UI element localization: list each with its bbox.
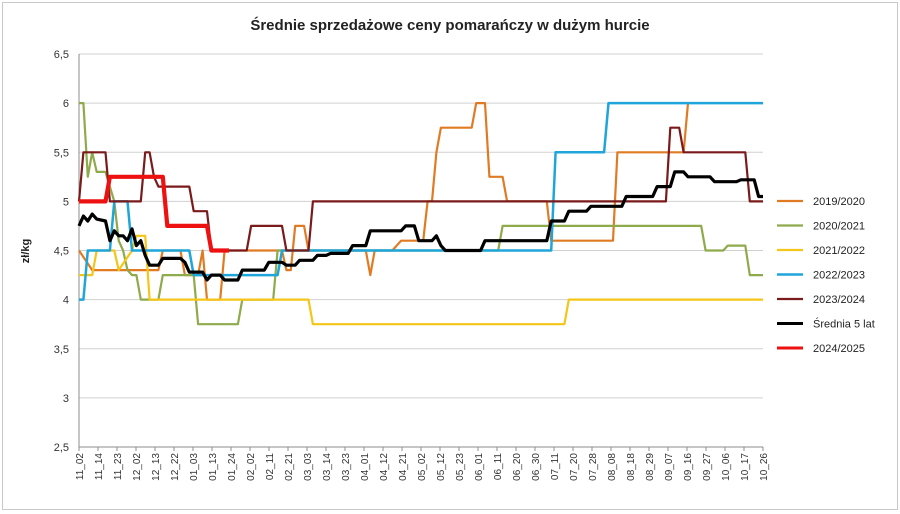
x-tick-label: 08_29 xyxy=(645,453,656,481)
x-tick-label: 05_02 xyxy=(417,453,428,481)
x-tick-label: 03_03 xyxy=(303,453,314,481)
x-tick-label: 12_02 xyxy=(132,453,143,481)
x-tick-label: 11_14 xyxy=(94,453,105,481)
x-tick-label: 05_23 xyxy=(455,453,466,481)
x-tick-label: 03_14 xyxy=(322,453,333,481)
y-tick-label: 6 xyxy=(63,98,69,110)
series-line-2022-2023 xyxy=(79,101,763,301)
x-tick-label: 07_11 xyxy=(550,453,561,481)
x-tick-label: 06_11 xyxy=(493,453,504,481)
x-tick-label: 06_01 xyxy=(474,453,485,481)
legend-entry: 2020/2021 xyxy=(813,221,865,233)
x-tick-label: 06_30 xyxy=(531,453,542,481)
series-line-2020-2021 xyxy=(79,101,763,326)
x-tick-label: 10_06 xyxy=(721,453,732,481)
legend-entry: 2022/2023 xyxy=(813,270,865,282)
series-line-2021-2022 xyxy=(79,234,763,326)
chart-title: Średnie sprzedażowe ceny pomarańczy w du… xyxy=(250,16,649,34)
x-tick-labels: 11_02 11_14 11_23 12_02 12_13 12_22 01_03 01_13… xyxy=(75,453,770,481)
x-tick-label: 09_07 xyxy=(664,453,675,481)
x-tick-label: 03_23 xyxy=(341,453,352,481)
legend-entry: 2024/2025 xyxy=(813,343,865,355)
x-tick-label: 02_21 xyxy=(284,453,295,481)
y-tick-labels: 2,5 3 3,5 4 4,5 5 5,5 6 6,5 xyxy=(54,49,69,454)
x-tick-label: 07_28 xyxy=(588,453,599,481)
x-tick-label: 11_23 xyxy=(113,453,124,481)
legend-entry: 2021/2022 xyxy=(813,245,865,257)
x-tick-label: 02_11 xyxy=(265,453,276,481)
x-tick-label: 01_03 xyxy=(189,453,200,481)
series-line-2024-2025 xyxy=(79,174,229,253)
x-tick-label: 04_21 xyxy=(398,453,409,481)
series-line-średnia-5-lat xyxy=(77,170,763,282)
y-tick-label: 2,5 xyxy=(54,442,69,454)
y-tick-label: 6,5 xyxy=(54,49,69,61)
x-tick-label: 01_13 xyxy=(208,453,219,481)
x-tick-label: 04_01 xyxy=(360,453,371,481)
y-tick-label: 4,5 xyxy=(54,246,69,258)
y-tick-label: 5 xyxy=(63,196,69,208)
legend: 2019/2020 2020/2021 2021/2022 2022/2023 2023… xyxy=(777,196,875,355)
y-tick-label: 5,5 xyxy=(54,147,69,159)
legend-entry: 2019/2020 xyxy=(813,196,865,208)
x-tick-label: 08_18 xyxy=(626,453,637,481)
x-tick-label: 10_17 xyxy=(740,453,751,481)
x-tick-label: 11_02 xyxy=(75,453,86,481)
line-chart: Średnie sprzedażowe ceny pomarańczy w du… xyxy=(20,16,875,481)
series-line-2023-2024 xyxy=(77,126,763,252)
x-tick-label: 05_12 xyxy=(436,453,447,481)
x-tick-label: 01_24 xyxy=(227,453,238,481)
x-tick-label: 04_12 xyxy=(379,453,390,481)
x-tick-label: 07_20 xyxy=(569,453,580,481)
x-tick-label: 12_22 xyxy=(170,453,181,481)
y-axis-label: zł/kg xyxy=(20,239,32,263)
legend-entry: Średnia 5 lat xyxy=(813,318,875,331)
x-tick-label: 02_02 xyxy=(246,453,257,481)
x-tick-label: 10_26 xyxy=(759,453,770,481)
y-tick-label: 4 xyxy=(63,295,69,307)
legend-entry: 2023/2024 xyxy=(813,294,865,306)
y-tick-label: 3 xyxy=(63,393,69,405)
x-tick-label: 06_20 xyxy=(512,453,523,481)
x-tick-label: 08_08 xyxy=(607,453,618,481)
x-tick-label: 12_13 xyxy=(151,453,162,481)
y-tick-label: 3,5 xyxy=(54,344,69,356)
x-tick-label: 09_16 xyxy=(683,453,694,481)
x-tick-label: 09_27 xyxy=(702,453,713,481)
series-lines xyxy=(77,101,763,326)
